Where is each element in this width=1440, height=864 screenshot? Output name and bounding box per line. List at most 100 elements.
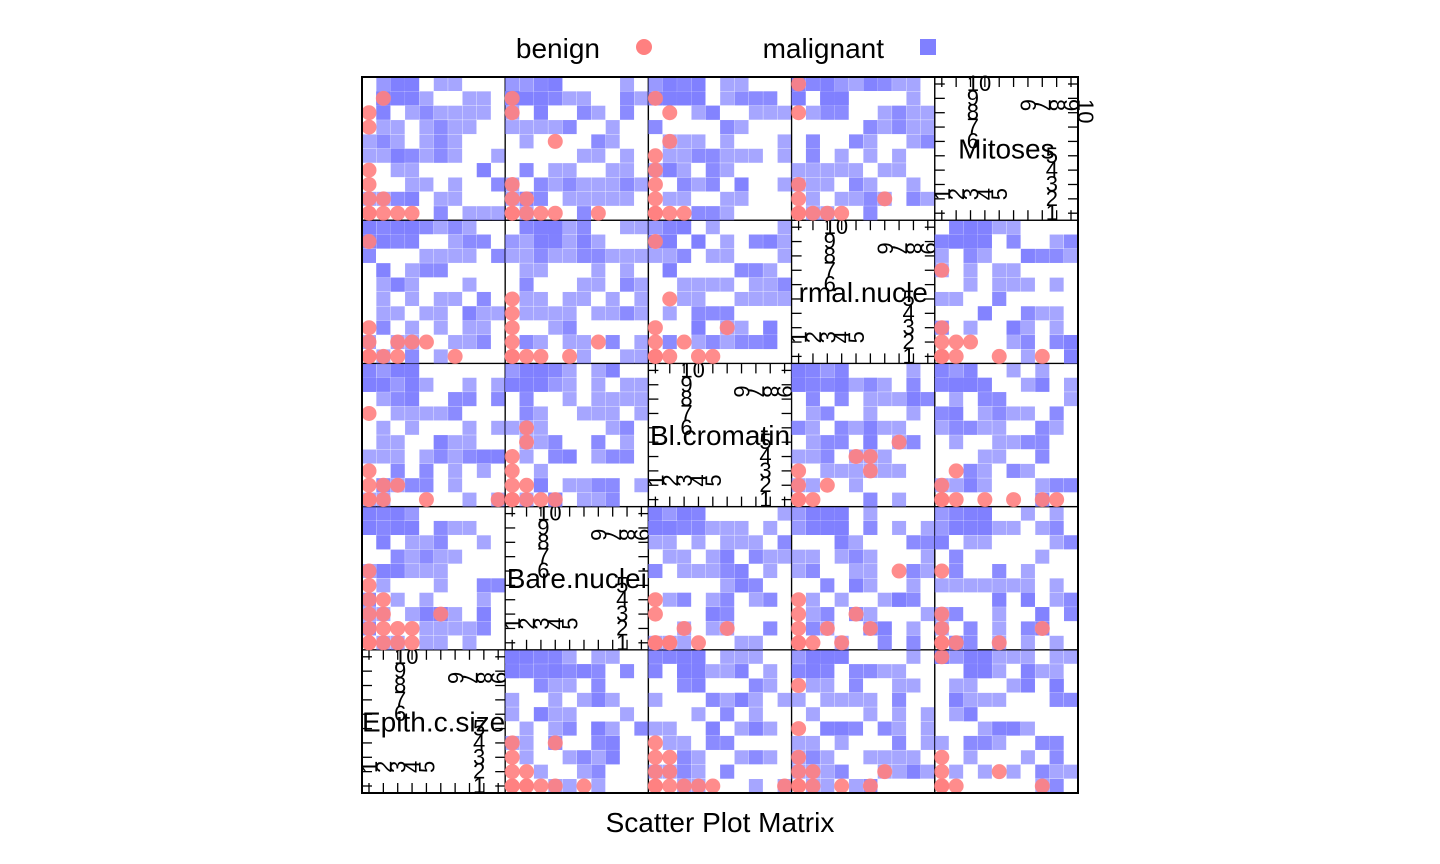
malignant-point (720, 335, 735, 350)
malignant-point (877, 377, 892, 392)
malignant-point (605, 692, 620, 707)
malignant-point (748, 234, 763, 249)
malignant-point (362, 134, 376, 149)
benign-point (934, 563, 950, 579)
malignant-point (605, 392, 620, 407)
malignant-point (405, 377, 420, 392)
malignant-point (419, 478, 434, 493)
malignant-point (906, 91, 921, 106)
malignant-point (763, 592, 778, 607)
malignant-point (691, 320, 706, 335)
malignant-point (605, 721, 620, 736)
benign-point (361, 563, 377, 579)
malignant-point (892, 764, 907, 779)
benign-point (418, 334, 434, 350)
malignant-point (705, 692, 720, 707)
malignant-point (533, 263, 548, 278)
malignant-point (1020, 635, 1035, 650)
malignant-point (476, 105, 491, 120)
malignant-point (1049, 578, 1064, 593)
malignant-point (805, 105, 820, 120)
malignant-point (677, 291, 692, 306)
malignant-point (934, 377, 949, 392)
malignant-point (720, 764, 735, 779)
malignant-point (920, 520, 935, 535)
malignant-point (949, 506, 964, 521)
malignant-point (805, 506, 820, 521)
malignant-point (963, 750, 978, 765)
tick-label: 6 (872, 242, 897, 254)
benign-point (519, 492, 535, 508)
benign-point (547, 133, 563, 149)
malignant-point (863, 549, 878, 564)
malignant-point (863, 134, 878, 149)
malignant-point (963, 463, 978, 478)
malignant-point (1020, 664, 1035, 679)
malignant-point (405, 420, 420, 435)
malignant-point (677, 678, 692, 693)
malignant-point (476, 91, 491, 106)
malignant-point (949, 764, 964, 779)
benign-point (390, 348, 406, 364)
benign-point (934, 606, 950, 622)
tick-label: 5 (414, 761, 439, 773)
malignant-point (977, 535, 992, 550)
malignant-point (462, 635, 477, 650)
benign-point (819, 205, 835, 221)
malignant-point (448, 435, 463, 450)
malignant-point (677, 277, 692, 292)
benign-point (390, 635, 406, 651)
malignant-point (720, 578, 735, 593)
malignant-point (448, 335, 463, 350)
malignant-point (892, 707, 907, 722)
malignant-point (920, 707, 935, 722)
malignant-point (1064, 349, 1078, 364)
benign-point (361, 620, 377, 636)
tick-label: 7 (1030, 99, 1055, 111)
tick-label: 8 (901, 242, 926, 254)
malignant-point (448, 406, 463, 421)
malignant-point (390, 220, 405, 235)
malignant-point (691, 535, 706, 550)
malignant-point (591, 177, 606, 192)
malignant-point (820, 779, 835, 793)
malignant-point (748, 335, 763, 350)
malignant-point (763, 520, 778, 535)
benign-point (375, 205, 391, 221)
malignant-point (362, 449, 376, 464)
tick-label: 4 (616, 587, 628, 612)
benign-point (791, 105, 807, 121)
malignant-point (419, 406, 434, 421)
benign-point (361, 592, 377, 608)
malignant-point (648, 248, 663, 263)
malignant-point (705, 564, 720, 579)
malignant-point (662, 91, 677, 106)
malignant-point (1006, 320, 1021, 335)
malignant-point (576, 335, 591, 350)
malignant-point (720, 148, 735, 163)
malignant-point (977, 735, 992, 750)
malignant-point (491, 148, 506, 163)
malignant-point (462, 449, 477, 464)
benign-point (418, 492, 434, 508)
malignant-point (906, 578, 921, 593)
tick-label: 4 (830, 331, 855, 343)
malignant-point (691, 148, 706, 163)
malignant-point (920, 191, 935, 206)
malignant-point (849, 377, 864, 392)
malignant-point (519, 77, 534, 91)
benign-point (390, 477, 406, 493)
benign-point (361, 176, 377, 192)
tick-label: 8 (824, 243, 836, 268)
tick-label: 4 (903, 300, 915, 325)
malignant-point (863, 707, 878, 722)
malignant-point (362, 363, 376, 378)
malignant-point (533, 248, 548, 263)
benign-point (647, 635, 663, 651)
malignant-point (734, 564, 749, 579)
malignant-point (934, 406, 949, 421)
malignant-point (605, 177, 620, 192)
malignant-point (462, 377, 477, 392)
malignant-point (677, 163, 692, 178)
malignant-point (562, 721, 577, 736)
